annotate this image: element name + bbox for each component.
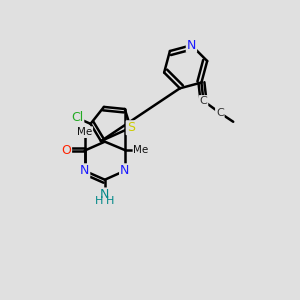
- Text: H: H: [106, 196, 114, 206]
- Text: Cl: Cl: [71, 111, 83, 124]
- Text: Me: Me: [134, 145, 149, 155]
- Text: N: N: [187, 39, 196, 52]
- Text: N: N: [120, 164, 129, 177]
- Text: N: N: [100, 188, 110, 201]
- Text: Me: Me: [77, 127, 92, 137]
- Text: S: S: [127, 121, 135, 134]
- Text: C: C: [200, 96, 207, 106]
- Text: H: H: [95, 196, 104, 206]
- Text: O: O: [61, 144, 71, 157]
- Text: N: N: [80, 164, 89, 177]
- Text: C: C: [216, 108, 224, 118]
